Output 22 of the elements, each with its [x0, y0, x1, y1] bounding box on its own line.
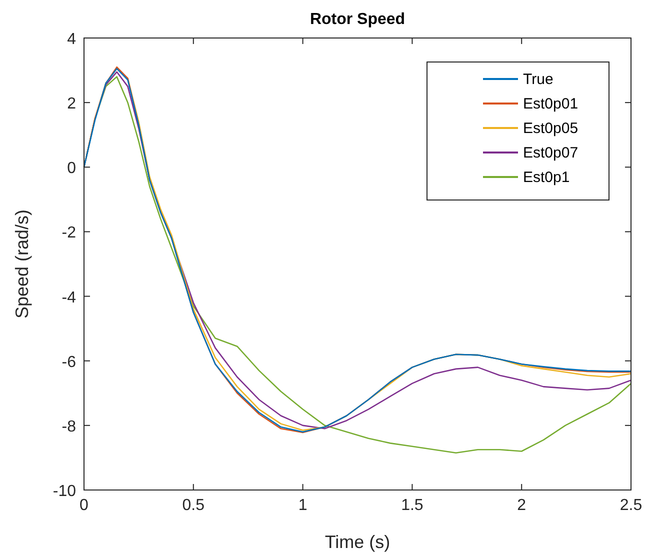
x-tick-label: 1.5	[401, 497, 424, 514]
legend-label: Est0p1	[523, 169, 570, 186]
legend-label: Est0p05	[523, 120, 578, 137]
y-tick-label: -8	[62, 418, 76, 436]
y-tick-label: -10	[52, 483, 76, 500]
y-tick-label: 4	[67, 31, 76, 48]
x-tick-label: 2.5	[620, 497, 642, 514]
y-tick-label: 0	[67, 160, 76, 178]
y-tick-label: -4	[62, 289, 76, 306]
y-tick-label: -2	[62, 224, 76, 242]
y-axis-title: Speed (rad/s)	[12, 209, 32, 319]
x-tick-label: 0	[80, 497, 89, 514]
x-axis-title: Time (s)	[324, 532, 390, 552]
x-tick-label: 1	[298, 497, 308, 514]
legend-label: True	[523, 71, 554, 88]
y-tick-label: 2	[67, 96, 76, 113]
y-tick-label: -6	[62, 354, 76, 371]
legend-label: Est0p01	[523, 96, 578, 112]
x-tick-label: 0.5	[182, 497, 205, 514]
chart-title: Rotor Speed	[310, 11, 406, 28]
legend-label: Est0p07	[523, 144, 578, 162]
x-tick-label: 2	[517, 497, 526, 514]
